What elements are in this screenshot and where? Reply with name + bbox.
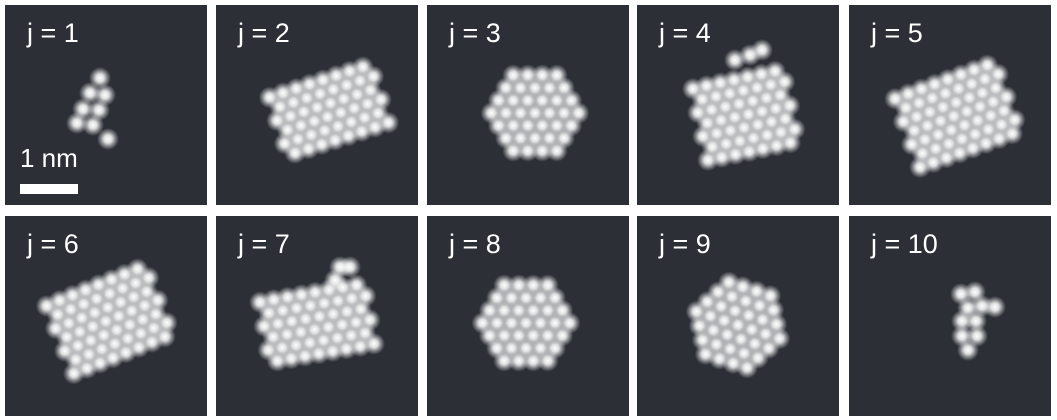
panel-label: j = 5 <box>871 17 923 49</box>
image-panel-j1: j = 1 1 nm <box>5 5 207 205</box>
image-panel-j3: j = 3 <box>427 5 629 205</box>
atom <box>751 39 773 61</box>
scale-bar-label: 1 nm <box>20 143 78 173</box>
atom <box>559 312 581 334</box>
atom <box>957 339 979 361</box>
panel-label: j = 7 <box>238 228 290 260</box>
panel-label: j = 1 <box>27 17 79 49</box>
panel-label: j = 4 <box>659 17 711 49</box>
atom <box>363 333 385 355</box>
atom <box>779 132 801 154</box>
scale-bar <box>20 184 78 194</box>
atom <box>377 112 399 134</box>
image-panel-j10: j = 10 <box>849 216 1051 416</box>
atom <box>324 269 346 291</box>
panel-label: j = 6 <box>27 228 79 260</box>
atom <box>154 326 176 348</box>
atom <box>568 102 590 124</box>
image-panel-j5: j = 5 <box>849 5 1051 205</box>
atom <box>724 49 746 71</box>
image-panel-j2: j = 2 <box>216 5 418 205</box>
atom <box>1001 123 1023 145</box>
image-panel-j9: j = 9 <box>637 216 839 416</box>
panel-label: j = 9 <box>659 228 711 260</box>
atom <box>768 327 790 349</box>
atom <box>97 128 119 150</box>
panel-label: j = 3 <box>449 17 501 49</box>
panel-label: j = 2 <box>238 17 290 49</box>
image-panel-j8: j = 8 <box>427 216 629 416</box>
panel-label: j = 8 <box>449 228 501 260</box>
atom <box>984 296 1006 318</box>
panel-label: j = 10 <box>871 228 938 260</box>
image-panel-j4: j = 4 <box>637 5 839 205</box>
image-panel-j6: j = 6 <box>5 216 207 416</box>
image-panel-j7: j = 7 <box>216 216 418 416</box>
